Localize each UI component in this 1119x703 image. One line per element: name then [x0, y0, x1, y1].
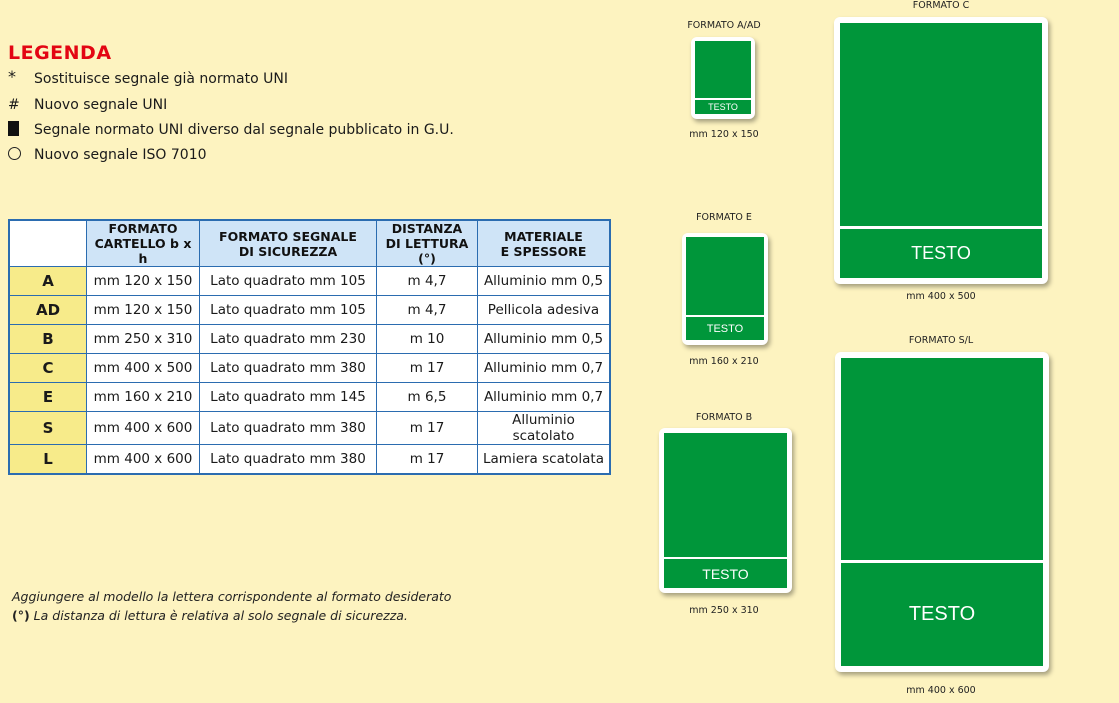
table-row: S mm 400 x 600 Lato quadrato mm 380 m 17… — [8, 411, 611, 445]
header-formato-cartello: FORMATO CARTELLO b x h — [86, 219, 200, 267]
footnote-text: La distanza di lettura è relativa al sol… — [29, 608, 408, 623]
cell-distanza: m 17 — [376, 353, 478, 383]
cell-cartello: mm 400 x 600 — [86, 411, 200, 445]
cell-cartello: mm 400 x 500 — [86, 353, 200, 383]
format-code: A — [8, 266, 87, 296]
format-size-s-l: mm 400 x 600 — [906, 685, 976, 696]
table-row: L mm 400 x 600 Lato quadrato mm 380 m 17… — [8, 444, 611, 475]
cell-materiale: Pellicola adesiva — [477, 295, 611, 325]
sign-text: TESTO — [664, 559, 787, 588]
header-materiale: MATERIALE E SPESSORE — [477, 219, 611, 267]
header-distanza: DISTANZA DI LETTURA (°) — [376, 219, 478, 267]
header-formato-segnale: FORMATO SEGNALE DI SICUREZZA — [199, 219, 377, 267]
sign-format-b: TESTO — [659, 428, 792, 593]
asterisk-symbol: * — [8, 66, 16, 86]
sign-symbol-area — [840, 23, 1042, 226]
hash-symbol: # — [8, 97, 20, 113]
cell-distanza: m 6,5 — [376, 382, 478, 412]
cell-segnale: Lato quadrato mm 380 — [199, 444, 377, 475]
format-code: C — [8, 353, 87, 383]
cell-cartello: mm 250 x 310 — [86, 324, 200, 354]
format-title-b: FORMATO B — [695, 412, 753, 423]
cell-cartello: mm 120 x 150 — [86, 295, 200, 325]
cell-segnale: Lato quadrato mm 105 — [199, 295, 377, 325]
format-size-b: mm 250 x 310 — [689, 605, 759, 616]
format-size-a-ad: mm 120 x 150 — [689, 129, 759, 140]
format-title-c: FORMATO C — [912, 0, 970, 11]
table-corner-cell — [8, 219, 87, 267]
table-header-row: FORMATO CARTELLO b x h FORMATO SEGNALE D… — [8, 219, 611, 267]
circle-icon — [8, 146, 21, 160]
sign-symbol-area — [686, 237, 764, 315]
cell-cartello: mm 160 x 210 — [86, 382, 200, 412]
format-size-c: mm 400 x 500 — [906, 291, 976, 302]
filled-square-icon — [8, 120, 19, 136]
table-row: AD mm 120 x 150 Lato quadrato mm 105 m 4… — [8, 295, 611, 325]
format-code: B — [8, 324, 87, 354]
cell-segnale: Lato quadrato mm 230 — [199, 324, 377, 354]
legend-item-label: Nuovo segnale ISO 7010 — [34, 147, 207, 163]
format-size-e: mm 160 x 210 — [689, 356, 759, 367]
cell-segnale: Lato quadrato mm 105 — [199, 266, 377, 296]
legend-item-different-uni: Segnale normato UNI diverso dal segnale … — [8, 119, 454, 141]
cell-materiale: Alluminio mm 0,7 — [477, 382, 611, 412]
cell-materiale: Alluminio mm 0,7 — [477, 353, 611, 383]
sign-text: TESTO — [695, 100, 751, 114]
cell-segnale: Lato quadrato mm 380 — [199, 353, 377, 383]
format-code: S — [8, 411, 87, 445]
cell-segnale: Lato quadrato mm 380 — [199, 411, 377, 445]
sign-format-a-ad: TESTO — [691, 37, 755, 119]
table-row: A mm 120 x 150 Lato quadrato mm 105 m 4,… — [8, 266, 611, 296]
sign-format-s-l: TESTO — [835, 352, 1049, 672]
cell-distanza: m 4,7 — [376, 295, 478, 325]
cell-distanza: m 4,7 — [376, 266, 478, 296]
cell-distanza: m 10 — [376, 324, 478, 354]
sign-format-e: TESTO — [682, 233, 768, 345]
footnote-add-letter: Aggiungere al modello la lettera corrisp… — [12, 589, 452, 604]
legend-item-label: Segnale normato UNI diverso dal segnale … — [34, 122, 454, 138]
sign-text: TESTO — [840, 229, 1042, 278]
legend-title: LEGENDA — [8, 42, 112, 64]
format-code: E — [8, 382, 87, 412]
format-title-e: FORMATO E — [696, 212, 752, 223]
legend-item-new-uni: # Nuovo segnale UNI — [8, 94, 167, 116]
sign-symbol-area — [664, 433, 787, 557]
sign-text: TESTO — [841, 563, 1043, 666]
footnote-reading-distance: (°) La distanza di lettura è relativa al… — [12, 608, 408, 623]
sign-symbol-area — [695, 41, 751, 98]
format-title-a-ad: FORMATO A/AD — [687, 20, 761, 31]
formats-table: FORMATO CARTELLO b x h FORMATO SEGNALE D… — [8, 219, 611, 475]
cell-distanza: m 17 — [376, 411, 478, 445]
format-code: L — [8, 444, 87, 475]
format-title-s-l: FORMATO S/L — [908, 335, 974, 346]
legend-item-label: Sostituisce segnale già normato UNI — [34, 71, 288, 87]
cell-materiale: Alluminio scatolato — [477, 411, 611, 445]
sign-format-c: TESTO — [834, 17, 1048, 284]
format-code: AD — [8, 295, 87, 325]
cell-cartello: mm 400 x 600 — [86, 444, 200, 475]
cell-distanza: m 17 — [376, 444, 478, 475]
cell-materiale: Lamiera scatolata — [477, 444, 611, 475]
sign-symbol-area — [841, 358, 1043, 560]
table-row: E mm 160 x 210 Lato quadrato mm 145 m 6,… — [8, 382, 611, 412]
table-row: B mm 250 x 310 Lato quadrato mm 230 m 10… — [8, 324, 611, 354]
cell-materiale: Alluminio mm 0,5 — [477, 266, 611, 296]
sign-text: TESTO — [686, 317, 764, 340]
cell-materiale: Alluminio mm 0,5 — [477, 324, 611, 354]
legend-item-label: Nuovo segnale UNI — [34, 97, 168, 113]
cell-cartello: mm 120 x 150 — [86, 266, 200, 296]
cell-segnale: Lato quadrato mm 145 — [199, 382, 377, 412]
table-row: C mm 400 x 500 Lato quadrato mm 380 m 17… — [8, 353, 611, 383]
footnote-mark: (°) — [12, 608, 30, 623]
legend-item-iso-7010: Nuovo segnale ISO 7010 — [8, 144, 207, 166]
legend-item-replaces-uni: * Sostituisce segnale già normato UNI — [8, 66, 288, 90]
